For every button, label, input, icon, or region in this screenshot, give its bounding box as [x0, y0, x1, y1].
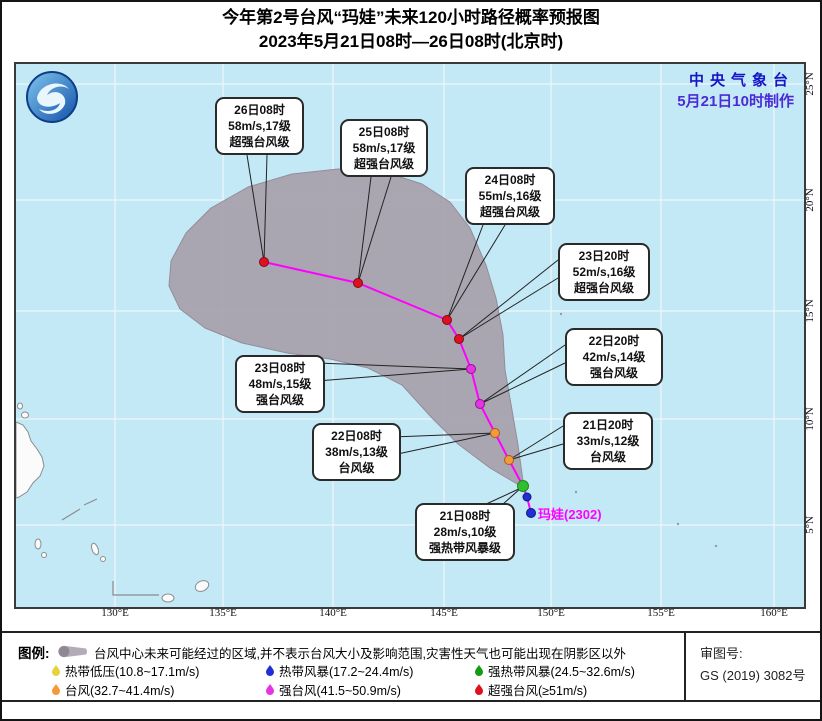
lat-tick-15n: 15°N — [804, 299, 816, 323]
lon-tick-155e: 155°E — [647, 607, 675, 619]
forecast-callout-24d08h: 24日08时 55m/s,16级 超强台风级 — [465, 167, 555, 225]
forecast-callout-26d08h: 26日08时 58m/s,17级 超强台风级 — [215, 97, 304, 155]
callout-time: 23日08时 — [254, 361, 306, 375]
issue-time: 5月21日10时制作 — [677, 93, 794, 110]
title-block: 今年第2号台风“玛娃”未来120小时路径概率预报图 2023年5月21日08时—… — [0, 6, 822, 54]
lon-tick-130e: 130°E — [101, 607, 129, 619]
lat-tick-5n: 5°N — [804, 516, 816, 534]
callout-level: 超强台风级 — [353, 157, 414, 171]
forecast-callout-22d08h: 22日08时 38m/s,13级 台风级 — [312, 423, 401, 481]
page-subtitle: 2023年5月21日08时—26日08时(北京时) — [258, 32, 564, 51]
island-chain — [61, 498, 159, 596]
approval-label: 审图号: — [700, 646, 743, 661]
callout-level: 台风级 — [589, 450, 626, 464]
lat-tick-25n: 25°N — [804, 72, 816, 96]
callout-time: 21日20时 — [582, 418, 634, 432]
forecast-points-severe-typhoon — [466, 364, 485, 409]
callout-level: 台风级 — [338, 461, 375, 475]
lon-tick-160e: 160°E — [760, 607, 788, 619]
lon-tick-150e: 150°E — [537, 607, 565, 619]
legend-title: 图例: — [18, 646, 50, 661]
callout-level: 强台风级 — [589, 366, 638, 380]
lon-tick-140e: 140°E — [319, 607, 347, 619]
agency-stamp: 中央气象台 5月21日10时制作 — [677, 70, 794, 112]
legend-item-label: 台风(32.7~41.4m/s) — [65, 684, 175, 698]
legend-item-td: 热带低压(10.8~17.1m/s) — [52, 661, 199, 680]
forecast-points-super-typhoon — [259, 257, 464, 344]
callout-time: 21日08时 — [439, 509, 491, 523]
page-title: 今年第2号台风“玛娃”未来120小时路径概率预报图 — [222, 8, 600, 27]
lon-tick-135e: 135°E — [209, 607, 237, 619]
callout-time: 25日08时 — [358, 125, 410, 139]
map-approval-box: 审图号: GS (2019) 3082号 — [700, 643, 806, 687]
forecast-callout-23d20h: 23日20时 52m/s,16级 超强台风级 — [558, 243, 650, 301]
callout-time: 22日20时 — [588, 334, 640, 348]
callout-level: 超强台风级 — [229, 135, 290, 149]
lat-tick-10n: 10°N — [804, 407, 816, 431]
legend-item-label: 超强台风(≥51m/s) — [488, 684, 588, 698]
probability-cone — [168, 168, 525, 489]
legend-item-super-ty: 超强台风(≥51m/s) — [475, 680, 587, 699]
storm-name-label: 玛娃(2302) — [538, 507, 602, 522]
callout-wind: 52m/s,16级 — [572, 265, 636, 279]
td-marker-icon — [52, 665, 60, 676]
callout-level: 强热带风暴级 — [428, 541, 501, 555]
legend-item-label: 强热带风暴(24.5~32.6m/s) — [488, 665, 635, 679]
callout-level: 强台风级 — [255, 393, 304, 407]
cone-legend-note: 台风中心未来可能经过的区域,并不表示台风大小及影响范围,灾害性天气也可能出现在阴… — [94, 647, 626, 661]
callout-wind: 48m/s,15级 — [248, 377, 312, 391]
forecast-callout-25d08h: 25日08时 58m/s,17级 超强台风级 — [340, 119, 428, 177]
callout-wind: 55m/s,16级 — [478, 189, 542, 203]
forecast-points-typhoon — [490, 428, 514, 465]
callout-wind: 58m/s,17级 — [228, 119, 291, 133]
approval-number: GS (2019) 3082号 — [700, 668, 806, 683]
sts-marker-icon — [475, 665, 483, 676]
callout-time: 23日20时 — [578, 249, 630, 263]
legend-item-label: 热带风暴(17.2~24.4m/s) — [279, 665, 414, 679]
ty-marker-icon — [52, 684, 60, 695]
super-ty-marker-icon — [475, 684, 483, 695]
legend-divider — [684, 633, 686, 700]
cone-legend-icon — [58, 645, 88, 663]
callout-time: 22日08时 — [331, 429, 382, 443]
legend-item-label: 热带低压(10.8~17.1m/s) — [65, 665, 200, 679]
forecast-callout-21d20h: 21日20时 33m/s,12级 台风级 — [563, 412, 653, 470]
landmass — [16, 402, 210, 603]
legend-item-label: 强台风(41.5~50.9m/s) — [279, 684, 401, 698]
callout-wind: 58m/s,17级 — [352, 141, 416, 155]
cma-logo-icon — [25, 70, 79, 124]
forecast-callout-22d20h: 22日20时 42m/s,14级 强台风级 — [565, 328, 663, 386]
sty-marker-icon — [266, 684, 274, 695]
callout-time: 26日08时 — [234, 103, 285, 117]
forecast-callout-21d08h: 21日08时 28m/s,10级 强热带风暴级 — [415, 503, 515, 561]
ts-marker-icon — [266, 665, 274, 676]
callout-wind: 38m/s,13级 — [325, 445, 388, 459]
callout-wind: 33m/s,12级 — [576, 434, 640, 448]
map-graphics — [16, 64, 804, 607]
legend-item-ts: 热带风暴(17.2~24.4m/s) — [266, 661, 413, 680]
legend-item-sts: 强热带风暴(24.5~32.6m/s) — [475, 661, 635, 680]
legend-item-sty: 强台风(41.5~50.9m/s) — [266, 680, 401, 699]
callout-time: 24日08时 — [484, 173, 536, 187]
callout-level: 超强台风级 — [479, 205, 540, 219]
callout-wind: 42m/s,14级 — [582, 350, 646, 364]
legend-panel: 图例: 台风中心未来可能经过的区域,并不表示台风大小及影响范围,灾害性天气也可能… — [0, 631, 822, 702]
map-specks — [559, 312, 718, 548]
past-position-points — [522, 492, 536, 518]
legend-item-ty: 台风(32.7~41.4m/s) — [52, 680, 174, 699]
forecast-callout-23d08h: 23日08时 48m/s,15级 强台风级 — [235, 355, 325, 413]
callout-level: 超强台风级 — [573, 281, 634, 295]
callout-leader-lines — [246, 154, 566, 514]
current-position-point — [517, 480, 529, 492]
callout-wind: 28m/s,10级 — [433, 525, 497, 539]
agency-name: 中央气象台 — [688, 72, 794, 89]
lat-tick-20n: 20°N — [804, 188, 816, 212]
lon-tick-145e: 145°E — [430, 607, 458, 619]
map-area: 中央气象台 5月21日10时制作 26日08时 58m/s,17级 超强台风级 … — [14, 62, 806, 609]
